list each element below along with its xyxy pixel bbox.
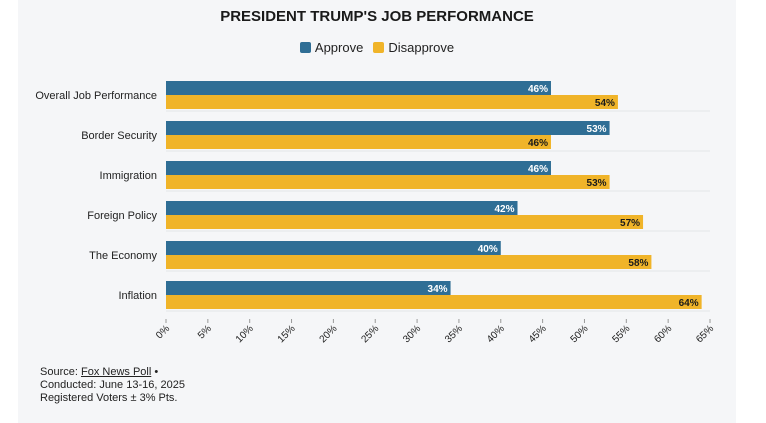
category-label-foreign-policy: Foreign Policy xyxy=(87,210,157,222)
bar-approve-border-security[interactable] xyxy=(166,121,610,135)
data-label-disapprove-foreign-policy: 57% xyxy=(620,218,640,229)
x-tick-label: 20% xyxy=(318,323,340,345)
conducted-dates: Conducted: June 13-16, 2025 xyxy=(40,379,185,391)
data-label-disapprove-the-economy: 58% xyxy=(628,258,648,269)
x-tick-label: 15% xyxy=(276,323,298,345)
bar-approve-the-economy[interactable] xyxy=(166,241,501,255)
data-label-approve-overall-job-performance: 46% xyxy=(528,84,548,95)
x-tick-label: 45% xyxy=(527,323,549,345)
legend-label-disapprove: Disapprove xyxy=(388,40,455,55)
legend-swatch-disapprove xyxy=(373,42,385,53)
category-label-immigration: Immigration xyxy=(100,170,157,182)
bar-disapprove-inflation[interactable] xyxy=(166,295,702,309)
x-tick-label: 55% xyxy=(610,323,632,345)
bar-approve-immigration[interactable] xyxy=(166,161,551,175)
x-tick-label: 30% xyxy=(401,323,423,345)
x-tick-label: 50% xyxy=(569,323,591,345)
legend-item-disapprove[interactable]: Disapprove xyxy=(373,40,454,55)
chart-card: PRESIDENT TRUMP'S JOB PERFORMANCE Approv… xyxy=(18,0,736,423)
voters-margin: Registered Voters ± 3% Pts. xyxy=(40,392,178,404)
source-link[interactable]: Fox News Poll xyxy=(80,366,152,378)
x-tick-label: 5% xyxy=(196,323,214,341)
bar-disapprove-immigration[interactable] xyxy=(166,175,610,189)
data-label-approve-immigration: 46% xyxy=(528,164,548,175)
legend-item-approve[interactable]: Approve xyxy=(299,40,364,55)
bar-disapprove-the-economy[interactable] xyxy=(166,255,652,269)
legend: Approve Disapprove xyxy=(18,40,736,55)
category-label-border-security: Border Security xyxy=(81,130,157,142)
x-tick-label: 40% xyxy=(485,323,507,345)
chart-title: PRESIDENT TRUMP'S JOB PERFORMANCE xyxy=(220,8,534,25)
bar-approve-overall-job-performance[interactable] xyxy=(166,81,551,95)
bar-approve-foreign-policy[interactable] xyxy=(166,201,518,215)
source-prefix: Source: xyxy=(40,366,78,378)
x-tick-label: 0% xyxy=(154,323,172,341)
data-label-disapprove-border-security: 46% xyxy=(528,138,548,149)
bar-disapprove-border-security[interactable] xyxy=(166,135,551,149)
x-tick-label: 25% xyxy=(359,323,381,345)
x-tick-label: 65% xyxy=(694,323,716,345)
data-label-disapprove-inflation: 64% xyxy=(679,298,699,309)
data-label-disapprove-overall-job-performance: 54% xyxy=(595,98,615,109)
data-label-approve-border-security: 53% xyxy=(587,124,607,135)
x-tick-label: 10% xyxy=(234,323,256,345)
category-label-the-economy: The Economy xyxy=(89,250,157,262)
x-tick-label: 35% xyxy=(443,323,465,345)
source-line: Source: Fox News Poll • xyxy=(40,366,185,379)
data-label-approve-the-economy: 40% xyxy=(478,244,498,255)
bar-approve-inflation[interactable] xyxy=(166,281,451,295)
legend-label-approve: Approve xyxy=(314,40,364,55)
bar-disapprove-overall-job-performance[interactable] xyxy=(166,95,618,109)
x-tick-label: 60% xyxy=(652,323,674,345)
bar-disapprove-foreign-policy[interactable] xyxy=(166,215,644,229)
source-note: Source: Fox News Poll • Conducted: June … xyxy=(40,366,185,405)
data-label-disapprove-immigration: 53% xyxy=(587,178,607,189)
legend-swatch-approve xyxy=(299,42,311,53)
category-label-overall-job-performance: Overall Job Performance xyxy=(35,90,157,102)
data-label-approve-inflation: 34% xyxy=(428,284,448,295)
data-label-approve-foreign-policy: 42% xyxy=(494,204,514,215)
bar-chart: Overall Job Performance 46% 54% Border Secu… xyxy=(35,81,716,345)
category-label-inflation: Inflation xyxy=(118,290,157,302)
source-bullet: • xyxy=(154,366,159,378)
